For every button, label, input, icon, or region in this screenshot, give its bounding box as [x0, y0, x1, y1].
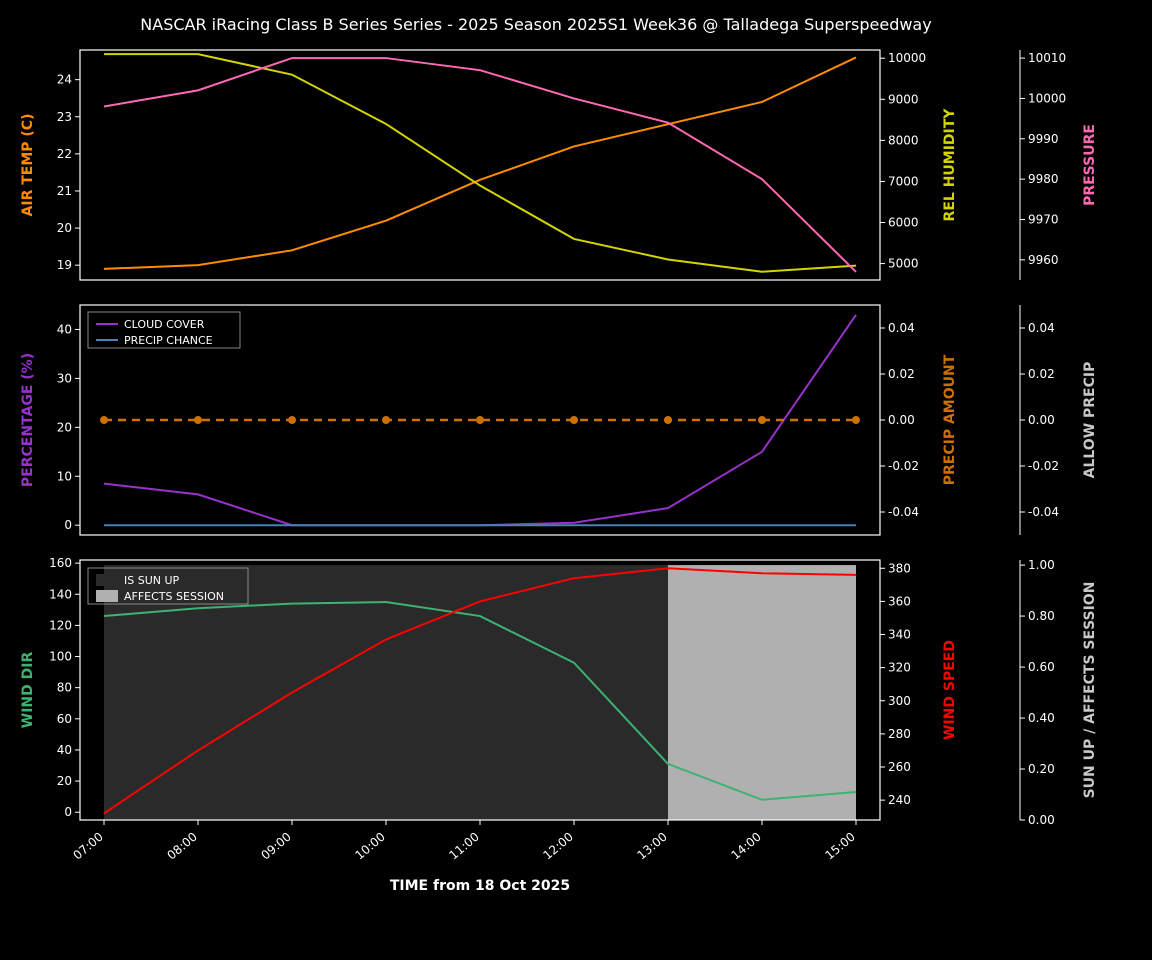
- ytick-left: 80: [57, 681, 72, 695]
- xtick: 14:00: [728, 830, 763, 863]
- ytick-left: 20: [57, 221, 72, 235]
- ytick-right: 300: [888, 694, 911, 708]
- yaxis-label-right: SUN UP / AFFECTS SESSION: [1082, 582, 1098, 799]
- ytick-right: 240: [888, 793, 911, 807]
- xtick: 09:00: [258, 830, 293, 863]
- ytick-right: 6000: [888, 216, 919, 230]
- ytick-left: 160: [49, 556, 72, 570]
- series-marker: [664, 416, 672, 424]
- ytick-left: 0: [64, 518, 72, 532]
- yaxis-label-left: AIR TEMP (C): [20, 114, 36, 217]
- series-line: [104, 58, 856, 272]
- ytick-right: 10000: [1028, 91, 1066, 105]
- xtick: 15:00: [822, 830, 857, 863]
- ytick-right: -0.02: [1028, 459, 1059, 473]
- yaxis-label-right: PRECIP AMOUNT: [942, 354, 958, 485]
- series-line: [104, 57, 856, 268]
- xtick: 07:00: [70, 830, 105, 863]
- legend-swatch: [96, 590, 118, 602]
- series-marker: [288, 416, 296, 424]
- series-marker: [194, 416, 202, 424]
- ytick-right: 1.00: [1028, 558, 1055, 572]
- ytick-left: 24: [57, 73, 72, 87]
- ytick-left: 10: [57, 469, 72, 483]
- ytick-right: 380: [888, 561, 911, 575]
- ytick-right: -0.02: [888, 459, 919, 473]
- ytick-right: 0.00: [888, 413, 915, 427]
- ytick-left: 120: [49, 618, 72, 632]
- ytick-right: 280: [888, 727, 911, 741]
- ytick-right: 0.60: [1028, 660, 1055, 674]
- ytick-right: 0.02: [888, 367, 915, 381]
- ytick-right: 9980: [1028, 172, 1059, 186]
- yaxis-label-left: WIND DIR: [20, 652, 36, 729]
- ytick-left: 0: [64, 805, 72, 819]
- yaxis-label-right: REL HUMIDITY: [942, 108, 958, 222]
- ytick-right: 0.80: [1028, 609, 1055, 623]
- legend-label: CLOUD COVER: [124, 318, 205, 331]
- ytick-right: 0.00: [1028, 813, 1055, 827]
- ytick-left: 100: [49, 650, 72, 664]
- weather-chart: NASCAR iRacing Class B Series Series - 2…: [0, 0, 1152, 960]
- legend-label: PRECIP CHANCE: [124, 334, 213, 347]
- yaxis-label-right: ALLOW PRECIP: [1082, 362, 1098, 479]
- ytick-right: 10010: [1028, 51, 1066, 65]
- yaxis-label-left: PERCENTAGE (%): [20, 353, 36, 487]
- ytick-right: -0.04: [888, 505, 919, 519]
- chart-title: NASCAR iRacing Class B Series Series - 2…: [140, 15, 931, 34]
- yaxis-label-right: WIND SPEED: [942, 640, 958, 740]
- ytick-right: 260: [888, 760, 911, 774]
- ytick-right: 9960: [1028, 253, 1059, 267]
- ytick-left: 20: [57, 420, 72, 434]
- ytick-right: 10000: [888, 51, 926, 65]
- ytick-right: -0.04: [1028, 505, 1059, 519]
- ytick-left: 30: [57, 371, 72, 385]
- ytick-left: 22: [57, 147, 72, 161]
- ytick-right: 320: [888, 661, 911, 675]
- series-marker: [570, 416, 578, 424]
- ytick-right: 9970: [1028, 212, 1059, 226]
- xtick: 11:00: [446, 830, 481, 863]
- legend-swatch: [96, 574, 118, 586]
- ytick-right: 9000: [888, 92, 919, 106]
- ytick-right: 8000: [888, 133, 919, 147]
- ytick-left: 23: [57, 110, 72, 124]
- fill-region: [668, 565, 856, 820]
- ytick-left: 60: [57, 712, 72, 726]
- yaxis-label-right: PRESSURE: [1082, 124, 1098, 206]
- ytick-right: 0.02: [1028, 367, 1055, 381]
- ytick-right: 0.00: [1028, 413, 1055, 427]
- ytick-left: 19: [57, 258, 72, 272]
- legend-label: AFFECTS SESSION: [124, 590, 224, 603]
- panel-frame: [80, 50, 880, 280]
- ytick-left: 21: [57, 184, 72, 198]
- ytick-right: 0.40: [1028, 711, 1055, 725]
- xaxis-label: TIME from 18 Oct 2025: [390, 878, 570, 894]
- xtick: 12:00: [540, 830, 575, 863]
- legend-label: IS SUN UP: [124, 574, 180, 587]
- xtick: 08:00: [164, 830, 199, 863]
- ytick-right: 9990: [1028, 132, 1059, 146]
- ytick-left: 40: [57, 322, 72, 336]
- series-line: [104, 54, 856, 272]
- ytick-right: 0.04: [888, 321, 915, 335]
- ytick-left: 140: [49, 587, 72, 601]
- ytick-left: 20: [57, 774, 72, 788]
- series-marker: [100, 416, 108, 424]
- xtick: 10:00: [352, 830, 387, 863]
- series-marker: [758, 416, 766, 424]
- ytick-right: 0.04: [1028, 321, 1055, 335]
- xtick: 13:00: [634, 830, 669, 863]
- series-marker: [476, 416, 484, 424]
- ytick-right: 360: [888, 594, 911, 608]
- ytick-right: 7000: [888, 174, 919, 188]
- ytick-left: 40: [57, 743, 72, 757]
- ytick-right: 5000: [888, 257, 919, 271]
- series-marker: [382, 416, 390, 424]
- ytick-right: 340: [888, 628, 911, 642]
- series-marker: [852, 416, 860, 424]
- ytick-right: 0.20: [1028, 762, 1055, 776]
